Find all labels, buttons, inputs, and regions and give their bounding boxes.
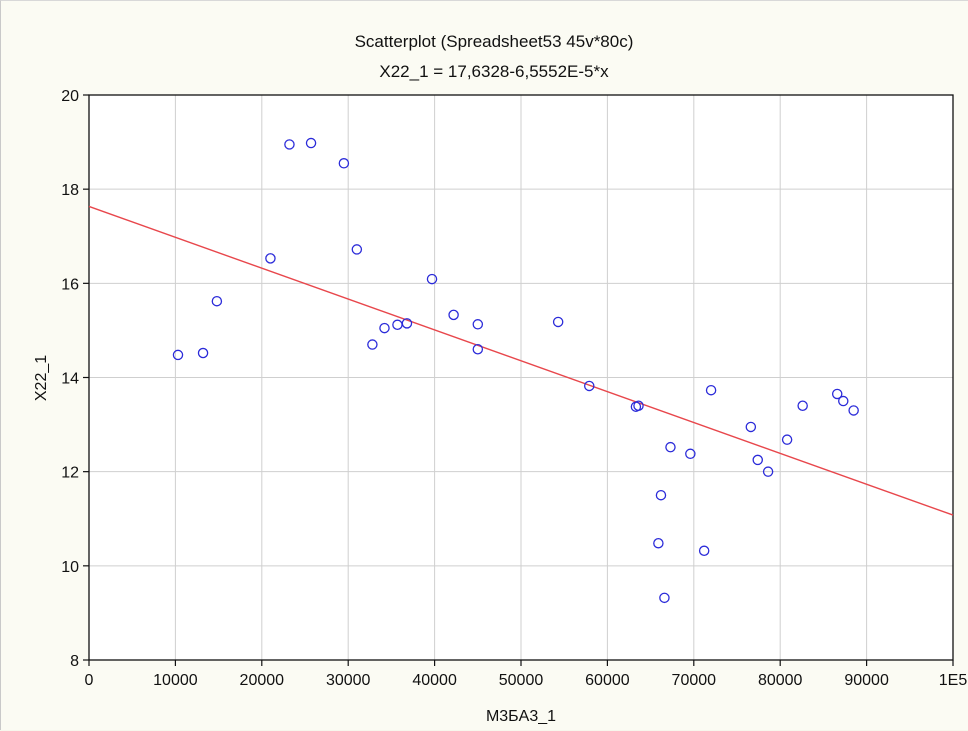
data-point: [698, 545, 710, 557]
x-tick-label: 0: [85, 672, 94, 689]
x-axis-ticks: 0 10000 20000 30000 40000 50000 60000 70000 8000…: [85, 660, 968, 689]
x-tick-label: 60000: [585, 672, 630, 689]
y-tick-label: 12: [61, 465, 79, 482]
regression-line: [88, 205, 954, 516]
data-point: [848, 405, 859, 416]
y-tick-label: 10: [61, 559, 79, 576]
data-point: [265, 253, 276, 264]
y-axis-label: X22_1: [33, 355, 50, 401]
data-point: [367, 339, 378, 350]
fit-line-layer: [88, 205, 954, 516]
y-tick-label: 8: [70, 653, 79, 670]
data-point: [284, 139, 295, 150]
data-point: [197, 347, 209, 359]
x-tick-label: 1E5: [939, 672, 968, 689]
x-tick-label: 40000: [412, 672, 457, 689]
data-point: [338, 158, 350, 169]
data-point: [552, 316, 564, 328]
data-point: [426, 273, 438, 285]
data-point: [211, 295, 223, 307]
data-point: [685, 448, 696, 460]
data-point: [653, 537, 664, 549]
x-tick-label: 80000: [758, 672, 803, 689]
data-point: [351, 244, 363, 255]
data-point: [172, 349, 184, 361]
grid-lines: [89, 95, 953, 660]
data-point: [797, 400, 808, 411]
data-point: [379, 322, 390, 334]
x-axis-label: M3БA3_1: [486, 708, 556, 725]
x-tick-label: 30000: [326, 672, 371, 689]
y-tick-label: 20: [61, 88, 79, 105]
data-point: [472, 343, 484, 355]
chart-title: Scatterplot (Spreadsheet53 45v*80c): [355, 32, 634, 51]
x-tick-label: 70000: [672, 672, 717, 689]
data-point: [752, 454, 763, 466]
data-point: [831, 388, 843, 400]
chart-subtitle: X22_1 = 17,6328-6,5552E-5*x: [379, 62, 609, 81]
points-layer: [172, 137, 859, 604]
x-tick-label: 10000: [153, 672, 198, 689]
data-point: [838, 395, 849, 407]
data-point: [665, 441, 676, 453]
data-point: [659, 592, 670, 604]
y-tick-label: 16: [61, 276, 79, 293]
data-point: [655, 489, 667, 501]
data-point: [584, 380, 595, 392]
data-point: [472, 319, 484, 330]
data-point: [633, 400, 644, 411]
x-tick-label: 20000: [240, 672, 285, 689]
y-tick-label: 18: [61, 182, 79, 199]
x-tick-label: 90000: [844, 672, 889, 689]
data-point: [762, 466, 774, 477]
data-point: [745, 421, 757, 433]
y-axis-ticks: 8 10 12 14 16 18 20: [61, 88, 89, 670]
data-point: [781, 434, 793, 445]
data-point: [305, 137, 317, 149]
data-point: [705, 384, 717, 396]
data-point: [401, 318, 413, 329]
data-point: [448, 309, 459, 321]
x-tick-label: 50000: [499, 672, 544, 689]
y-tick-label: 14: [61, 371, 79, 388]
